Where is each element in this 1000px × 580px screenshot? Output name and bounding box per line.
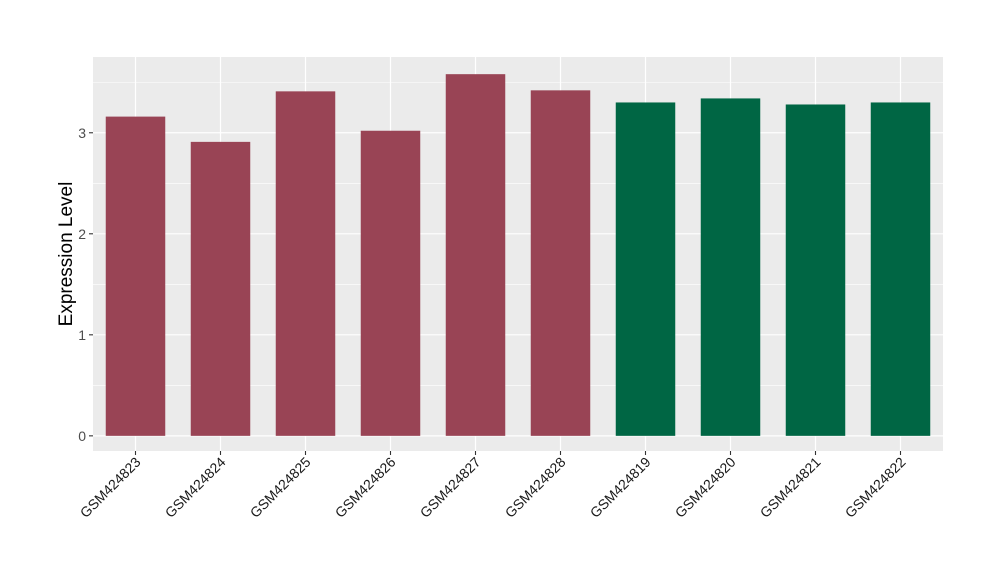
bars [105, 74, 931, 436]
x-tick-label: GSM424827 [417, 454, 484, 521]
y-tick-label: 2 [78, 226, 86, 242]
x-tick-label: GSM424820 [672, 454, 739, 521]
bar-GSM424827 [445, 74, 506, 436]
y-axis-title: Expression Level [56, 182, 77, 327]
bar-GSM424825 [275, 91, 336, 436]
bar-GSM424820 [700, 98, 761, 436]
bar-GSM424821 [785, 104, 846, 436]
y-axis: 0 1 2 3 [78, 125, 93, 444]
x-tick-label: GSM424828 [502, 454, 569, 521]
y-tick-label: 0 [78, 428, 86, 444]
x-tick-label: GSM424824 [162, 454, 229, 521]
bar-GSM424824 [190, 141, 251, 436]
x-tick-label: GSM424819 [587, 454, 654, 521]
y-tick-label: 1 [78, 327, 86, 343]
bar-GSM424819 [615, 102, 676, 436]
y-tick-label: 3 [78, 125, 86, 141]
bar-GSM424828 [530, 90, 591, 436]
x-tick-label: GSM424822 [842, 454, 909, 521]
bar-GSM424826 [360, 130, 421, 436]
bar-GSM424823 [105, 116, 166, 436]
x-tick-label: GSM424825 [247, 454, 314, 521]
x-tick-label: GSM424821 [757, 454, 824, 521]
x-tick-label: GSM424823 [77, 454, 144, 521]
bar-GSM424822 [870, 102, 931, 436]
x-axis: GSM424823 GSM424824 GSM424825 GSM424826 GSM4… [77, 451, 909, 521]
x-tick-label: GSM424826 [332, 454, 399, 521]
